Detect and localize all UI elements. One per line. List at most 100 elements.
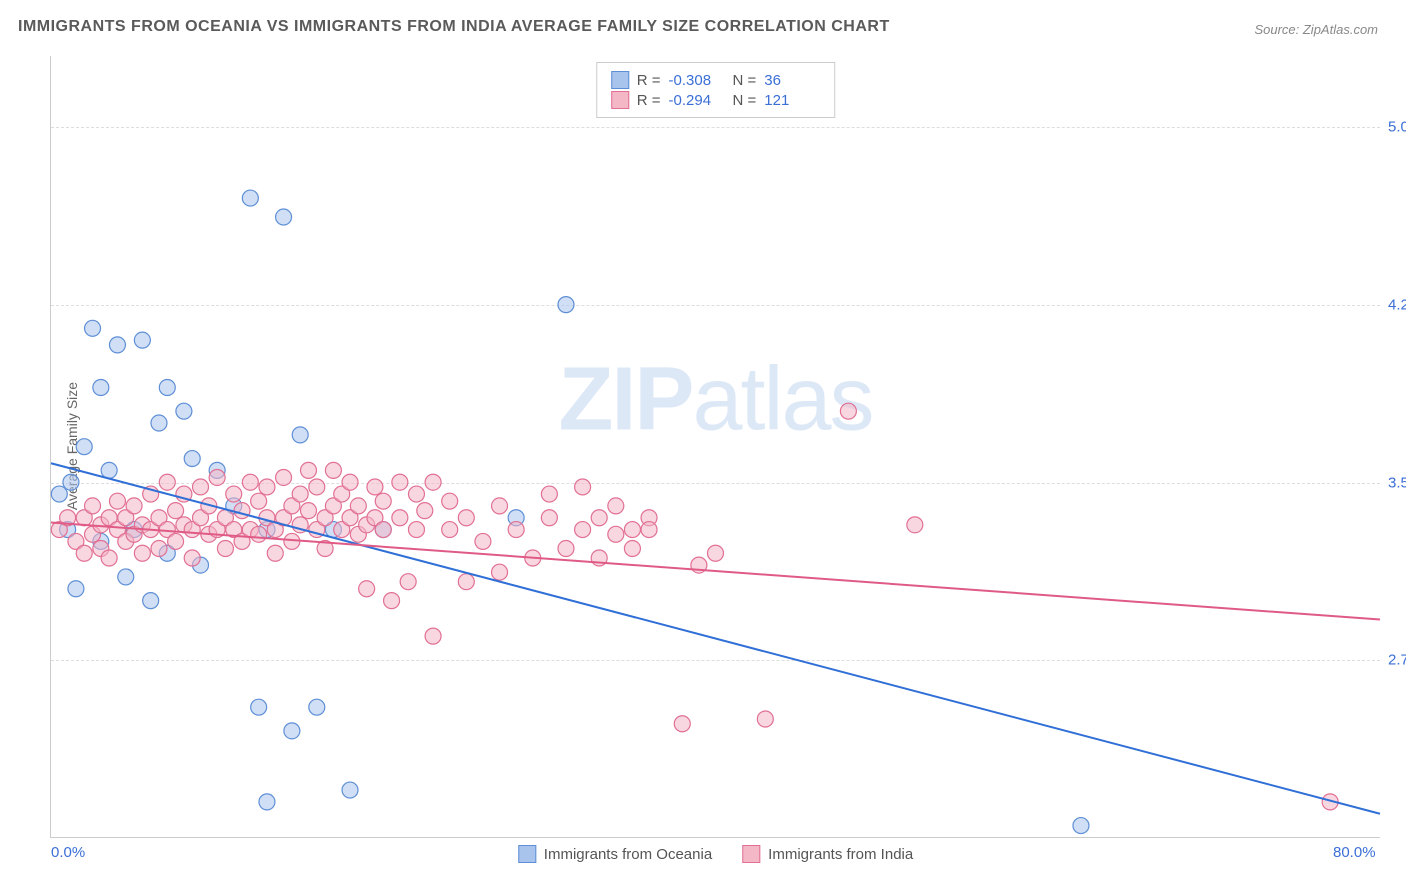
legend-swatch [742,845,760,863]
scatter-point [284,723,300,739]
chart-title: IMMIGRANTS FROM OCEANIA VS IMMIGRANTS FR… [18,18,890,36]
scatter-point [242,474,258,490]
scatter-point [292,486,308,502]
scatter-point [1073,818,1089,834]
scatter-point [840,403,856,419]
scatter-point [417,503,433,519]
stat-r-value: -0.294 [669,92,725,109]
scatter-point [492,498,508,514]
scatter-point [226,486,242,502]
scatter-point [575,479,591,495]
scatter-point [143,593,159,609]
source-label: Source: ZipAtlas.com [1254,22,1378,37]
stat-r-value: -0.308 [669,72,725,89]
legend-label: Immigrants from India [768,846,913,863]
scatter-point [259,794,275,810]
scatter-point [209,469,225,485]
scatter-point [101,462,117,478]
scatter-point [259,479,275,495]
scatter-point [151,541,167,557]
scatter-point [242,190,258,206]
scatter-point [109,493,125,509]
scatter-point [458,574,474,590]
scatter-point [757,711,773,727]
scatter-point [392,510,408,526]
scatter-point [217,541,233,557]
scatter-point [458,510,474,526]
scatter-point [251,699,267,715]
x-tick-label: 80.0% [1333,844,1376,861]
scatter-point [109,337,125,353]
scatter-point [159,380,175,396]
scatter-point [408,522,424,538]
scatter-point [118,569,134,585]
legend-swatch [611,71,629,89]
scatter-point [126,498,142,514]
stats-row: R =-0.308N =36 [611,71,821,89]
scatter-point [176,403,192,419]
stat-r-label: R = [637,72,661,89]
scatter-point [51,486,67,502]
scatter-point [624,522,640,538]
scatter-point [251,526,267,542]
scatter-point [384,593,400,609]
scatter-point [168,503,184,519]
scatter-point [707,545,723,561]
trend-line [51,522,1380,619]
scatter-point [342,474,358,490]
scatter-point [624,541,640,557]
scatter-point [276,209,292,225]
scatter-point [674,716,690,732]
legend-swatch [518,845,536,863]
scatter-point [375,522,391,538]
scatter-svg [51,56,1380,837]
scatter-point [641,522,657,538]
scatter-point [193,479,209,495]
scatter-point [350,498,366,514]
scatter-point [309,699,325,715]
scatter-point [151,415,167,431]
scatter-point [325,462,341,478]
scatter-point [76,545,92,561]
y-tick-label: 4.25 [1388,296,1406,313]
scatter-point [85,320,101,336]
scatter-point [76,439,92,455]
scatter-point [93,380,109,396]
y-tick-label: 3.50 [1388,474,1406,491]
stats-row: R =-0.294N =121 [611,91,821,109]
scatter-point [541,510,557,526]
scatter-point [292,427,308,443]
x-tick-label: 0.0% [51,844,85,861]
scatter-point [442,493,458,509]
legend-item: Immigrants from Oceania [518,845,712,863]
stat-n-value: 36 [764,72,820,89]
scatter-point [342,782,358,798]
scatter-point [475,533,491,549]
y-tick-label: 2.75 [1388,652,1406,669]
stat-r-label: R = [637,92,661,109]
scatter-point [591,510,607,526]
scatter-point [541,486,557,502]
scatter-point [367,479,383,495]
scatter-point [309,479,325,495]
scatter-point [184,550,200,566]
scatter-point [267,545,283,561]
scatter-point [375,493,391,509]
scatter-point [608,526,624,542]
scatter-point [159,474,175,490]
scatter-point [184,451,200,467]
scatter-point [408,486,424,502]
scatter-point [575,522,591,538]
scatter-point [508,522,524,538]
scatter-point [251,493,267,509]
scatter-point [168,533,184,549]
scatter-point [425,628,441,644]
scatter-point [392,474,408,490]
scatter-point [134,545,150,561]
stat-n-value: 121 [764,92,820,109]
scatter-point [134,332,150,348]
scatter-point [608,498,624,514]
scatter-point [558,541,574,557]
scatter-point [442,522,458,538]
scatter-point [359,581,375,597]
